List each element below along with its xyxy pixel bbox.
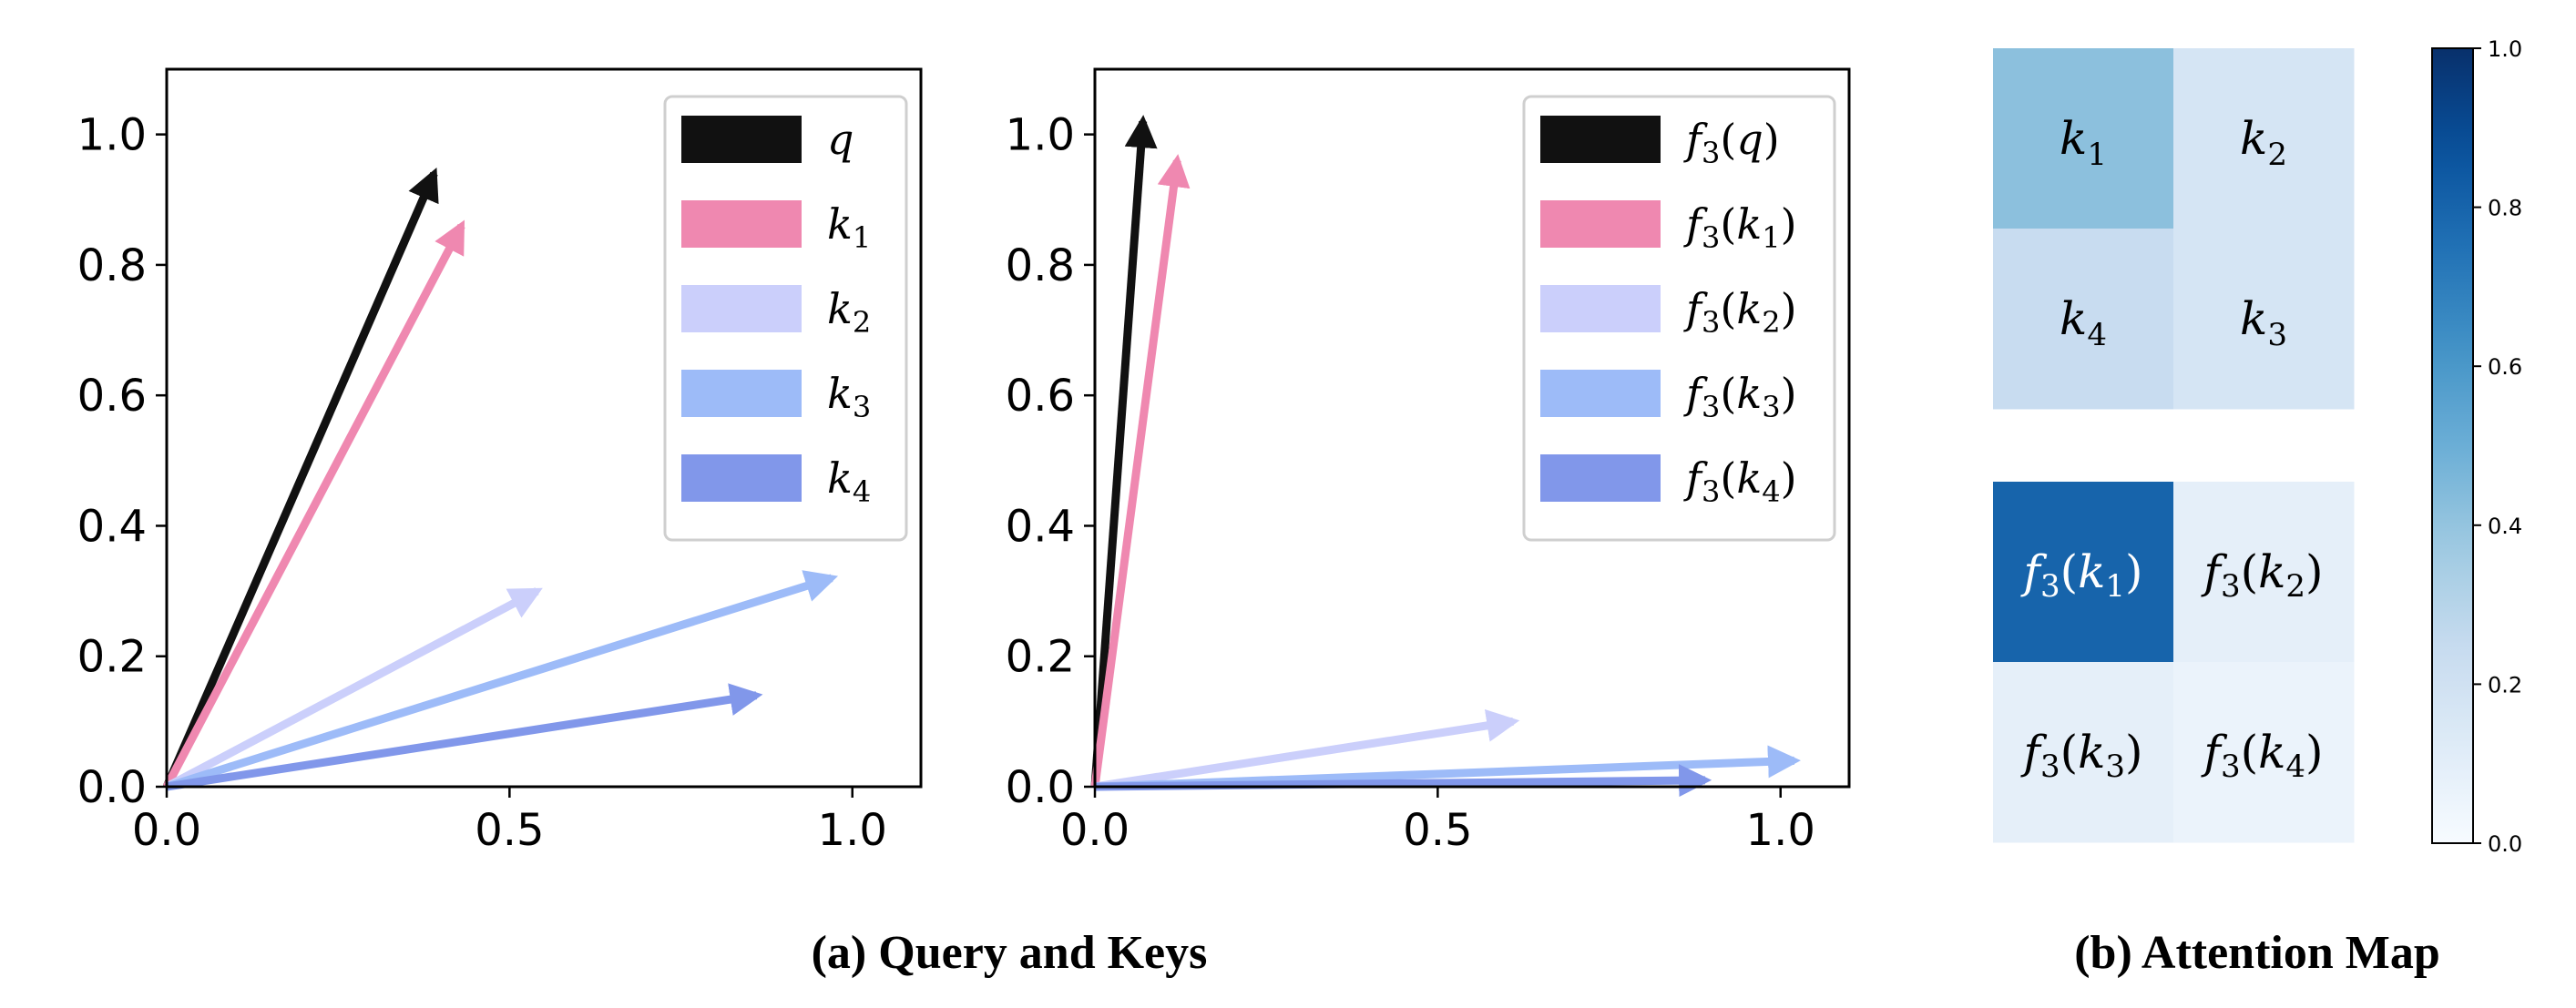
heatmap-cell-label: k1 (2060, 112, 2107, 173)
y-tick-label: 0.0 (77, 762, 147, 813)
legend-swatch (681, 116, 802, 163)
legend-swatch (1540, 285, 1661, 332)
heatmap-cell (1993, 48, 2174, 229)
caption-a: (a) Query and Keys (812, 927, 1208, 979)
legend-label-f3k1: f3(k1) (1683, 199, 1797, 255)
heatmap-cell (2173, 48, 2355, 229)
colorbar-tick-label: 0.2 (2488, 672, 2522, 697)
vector-arrow-k4 (166, 683, 763, 791)
heatmap-cell (2173, 229, 2355, 410)
vector-arrow-k3 (165, 570, 839, 791)
colorbar: 0.0 0.2 0.4 0.6 0.8 1.0 (2431, 36, 2522, 857)
legend-swatch (681, 285, 802, 332)
heatmap-cell (2173, 662, 2355, 843)
legend-swatch (681, 200, 802, 248)
heatmap-cell-label: k3 (2240, 292, 2287, 353)
legend-label-k4: k4 (827, 453, 871, 509)
colorbar-tick-label: 0.8 (2488, 196, 2522, 221)
legend: f3(q) f3(k1) f3(k2) f3(k3) f3(k4) (1522, 95, 1836, 542)
plot-frame (1093, 67, 1851, 789)
attention-map-transformed: f3(k1) f3(k2) f3(k3) f3(k4) (1993, 482, 2355, 843)
heatmap-cell-label: f3(k2) (2200, 545, 2323, 605)
y-tick-label: 0.0 (1006, 762, 1075, 813)
y-tick-label: 0.2 (77, 632, 147, 683)
x-tick-label: 0.0 (132, 805, 201, 856)
legend-swatch (1540, 116, 1661, 163)
x-tick-label: 1.0 (1746, 805, 1815, 856)
heatmap-cell-label: f3(k1) (2019, 545, 2142, 605)
y-tick-label: 0.6 (1006, 371, 1075, 422)
legend-label-f3q: f3(q) (1683, 115, 1780, 170)
legend-label-k1: k1 (827, 199, 871, 255)
colorbar-tick-label: 0.4 (2488, 514, 2522, 539)
vector-arrow-k1 (163, 219, 465, 789)
legend-label-q: q (827, 115, 854, 164)
caption-b: (b) Attention Map (2074, 927, 2440, 979)
y-tick-label: 1.0 (1006, 110, 1075, 161)
legend: q k1 k2 k3 k4 (663, 95, 908, 542)
y-tick-label: 1.0 (77, 110, 147, 161)
legend-swatch (1540, 454, 1661, 502)
y-tick-label: 0.4 (77, 501, 147, 552)
heatmap-cell (2173, 482, 2355, 663)
heatmap-cell (1993, 229, 2174, 410)
y-tick-label: 0.4 (1006, 501, 1075, 552)
legend-label-f3k2: f3(k2) (1683, 284, 1797, 340)
colorbar-tick-label: 1.0 (2488, 36, 2522, 62)
vector-arrow-f3q (1090, 115, 1158, 788)
colorbar-tick-label: 0.0 (2488, 831, 2522, 857)
x-tick-label: 0.5 (1403, 805, 1472, 856)
vector-arrow-k2 (164, 587, 543, 790)
vector-arrow-q (162, 168, 439, 789)
x-tick-label: 0.0 (1060, 805, 1130, 856)
colorbar-tick-label: 0.6 (2488, 354, 2522, 380)
heatmap-cell-label: k2 (2240, 112, 2287, 173)
heatmap-cell-label: f3(k3) (2019, 726, 2142, 785)
heatmap-cell-label: f3(k4) (2200, 726, 2323, 785)
legend-swatch (1540, 200, 1661, 248)
legend-label-f3k4: f3(k4) (1683, 453, 1797, 509)
legend-label-f3k3: f3(k3) (1683, 369, 1797, 424)
legend-swatch (681, 370, 802, 417)
heatmap-cell (1993, 662, 2174, 843)
x-tick-label: 1.0 (818, 805, 887, 856)
y-tick-label: 0.2 (1006, 632, 1075, 683)
x-tick-label: 0.5 (475, 805, 544, 856)
colorbar-gradient (2431, 47, 2474, 844)
y-tick-label: 0.8 (77, 240, 147, 291)
legend-swatch (1540, 370, 1661, 417)
heatmap-cell (1993, 482, 2174, 663)
y-tick-label: 0.8 (1006, 240, 1075, 291)
vector-arrow-f3k2 (1094, 709, 1520, 791)
plot-frame (165, 67, 923, 789)
legend-label-k3: k3 (827, 369, 871, 424)
attention-map-original: k1 k2 k4 k3 (1993, 48, 2355, 410)
vector-arrow-f3k1 (1090, 154, 1191, 788)
y-tick-label: 0.6 (77, 371, 147, 422)
vector-plot-transformed: 0.0 0.5 1.00.00.20.40.60.81.0 f3(q)f3(k1)f… (1006, 67, 1851, 856)
vector-plot-original: 0.0 0.5 1.0 0.0 0.2 0.4 0.6 0.8 1.0 q k1 k2 k3 k4 (77, 67, 923, 856)
legend-swatch (681, 454, 802, 502)
heatmap-cell-label: k4 (2060, 292, 2107, 353)
legend-label-k2: k2 (827, 284, 871, 340)
